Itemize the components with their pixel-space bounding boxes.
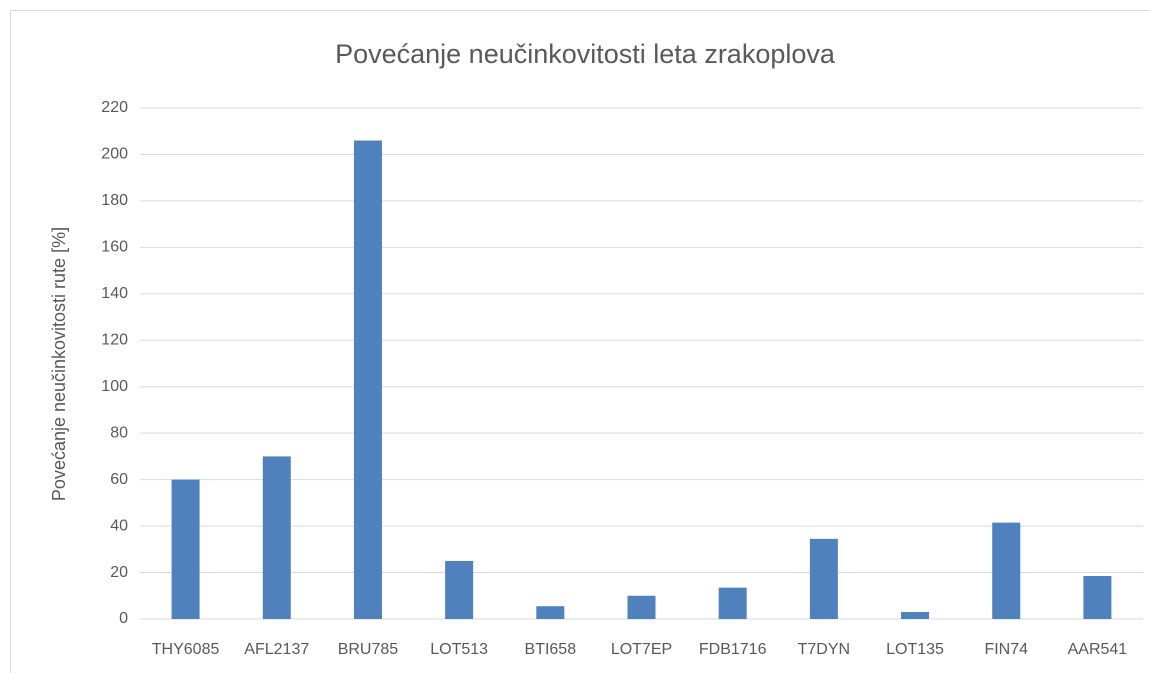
bar bbox=[445, 560, 474, 619]
x-tick-label: LOT135 bbox=[886, 641, 944, 658]
bar bbox=[901, 612, 930, 619]
x-tick-label: THY6085 bbox=[152, 641, 220, 658]
bar bbox=[171, 479, 200, 619]
x-tick-label: LOT7EP bbox=[611, 641, 672, 658]
bar bbox=[809, 538, 838, 619]
y-tick-label: 200 bbox=[101, 146, 128, 163]
x-tick-label: BTI658 bbox=[525, 641, 577, 658]
y-tick-label: 80 bbox=[110, 424, 128, 441]
y-tick-label: 40 bbox=[110, 517, 128, 534]
x-tick-label: AFL2137 bbox=[244, 641, 309, 658]
bar bbox=[262, 456, 291, 619]
chart-title: Povećanje neučinkovitosti leta zrakoplov… bbox=[335, 39, 836, 69]
y-axis-label: Povećanje neučinkovitosti rute [%] bbox=[49, 227, 69, 501]
x-tick-label: T7DYN bbox=[798, 641, 850, 658]
y-tick-label: 180 bbox=[101, 192, 128, 209]
y-tick-label: 140 bbox=[101, 285, 128, 302]
x-tick-label: BRU785 bbox=[338, 641, 399, 658]
x-tick-label: FDB1716 bbox=[699, 641, 767, 658]
y-tick-label: 0 bbox=[119, 610, 128, 627]
chart-border bbox=[10, 10, 1149, 673]
y-tick-label: 220 bbox=[101, 99, 128, 116]
x-tick-label: AAR541 bbox=[1068, 641, 1128, 658]
bar bbox=[536, 606, 565, 619]
x-tick-label: LOT513 bbox=[430, 641, 488, 658]
bar bbox=[992, 522, 1021, 619]
bar bbox=[353, 140, 382, 619]
x-tick-label: FIN74 bbox=[984, 641, 1028, 658]
bar bbox=[1083, 576, 1112, 619]
y-tick-label: 20 bbox=[110, 564, 128, 581]
y-tick-label: 60 bbox=[110, 471, 128, 488]
y-tick-label: 160 bbox=[101, 239, 128, 256]
bar bbox=[627, 595, 656, 619]
bar bbox=[718, 587, 747, 619]
y-tick-label: 100 bbox=[101, 378, 128, 395]
y-tick-label: 120 bbox=[101, 331, 128, 348]
